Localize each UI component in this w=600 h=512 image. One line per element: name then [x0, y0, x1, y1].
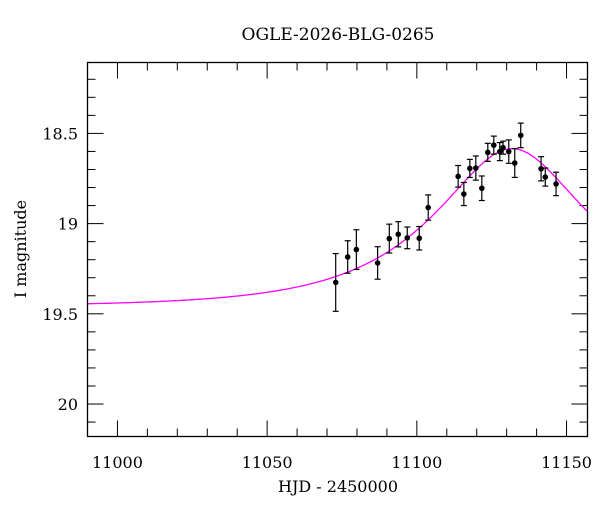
data-marker: [505, 148, 512, 155]
axis-ticks: [87, 62, 588, 437]
data-point: [344, 240, 351, 274]
tick-labels: 11000 11050 11100 11150 18.5 19 19.5 20: [42, 124, 592, 472]
data-point: [332, 252, 339, 312]
data-point: [500, 140, 507, 155]
data-marker: [538, 165, 544, 172]
data-marker: [542, 174, 549, 180]
data-marker: [500, 144, 506, 151]
data-point: [517, 122, 524, 149]
data-point: [490, 135, 497, 155]
data-point: [496, 142, 503, 162]
x-tick-label: 11000: [92, 453, 143, 472]
data-marker: [461, 191, 467, 197]
data-marker: [496, 148, 503, 155]
data-marker: [353, 246, 360, 253]
x-tick-label: 11100: [391, 453, 442, 472]
data-marker: [395, 231, 402, 238]
data-marker: [473, 165, 479, 171]
x-axis-label: HJD - 2450000: [278, 477, 398, 496]
chart-title: OGLE-2026-BLG-0265: [242, 25, 435, 45]
data-marker: [455, 173, 461, 180]
data-point: [505, 139, 512, 164]
data-point: [460, 181, 467, 207]
y-axis-label: I magnitude: [11, 200, 30, 298]
y-tick-label: 19: [58, 215, 78, 234]
data-point: [542, 167, 549, 187]
data-marker: [553, 181, 559, 187]
data-marker: [344, 254, 351, 260]
data-point: [466, 158, 473, 179]
data-marker: [511, 160, 518, 166]
data-point: [404, 226, 411, 250]
data-point: [472, 155, 479, 181]
data-marker: [416, 235, 423, 242]
data-marker: [467, 165, 473, 172]
x-tick-label: 11050: [242, 453, 293, 472]
data-point: [425, 194, 432, 221]
data-point: [511, 147, 518, 179]
data-point: [553, 171, 560, 197]
data-marker: [374, 260, 381, 266]
data-marker: [484, 149, 491, 156]
data-marker: [479, 185, 485, 192]
data-point: [484, 142, 491, 162]
data-marker: [490, 142, 497, 148]
data-marker: [425, 204, 432, 211]
data-point: [416, 225, 423, 251]
y-tick-label: 20: [58, 395, 78, 414]
plot-area: [87, 122, 588, 312]
data-point: [538, 156, 545, 182]
data-marker: [404, 235, 411, 241]
data-marker: [517, 132, 524, 139]
data-point: [374, 246, 381, 280]
data-marker: [386, 235, 393, 242]
x-tick-label: 11150: [541, 453, 592, 472]
data-point: [395, 221, 402, 248]
y-tick-label: 19.5: [42, 305, 78, 324]
data-marker: [332, 279, 339, 286]
plot-frame: [86, 61, 589, 438]
data-point: [353, 229, 360, 271]
y-tick-label: 18.5: [42, 124, 78, 143]
data-point: [386, 223, 393, 254]
data-point: [478, 175, 485, 202]
data-point: [455, 164, 462, 188]
